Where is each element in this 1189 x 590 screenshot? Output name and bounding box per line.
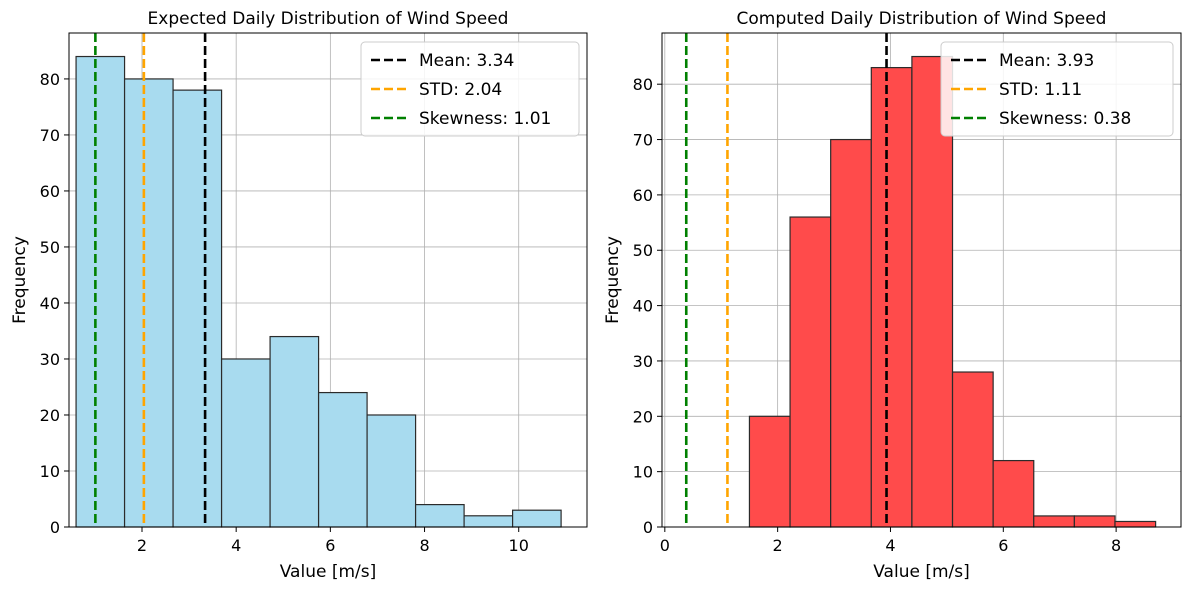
x-tick-label: 6 <box>325 536 335 555</box>
y-tick-label: 40 <box>40 294 60 313</box>
histogram-bar <box>317 391 368 528</box>
x-axis-label: Value [m/s] <box>280 562 377 582</box>
y-tick-label: 70 <box>633 131 653 150</box>
y-tick-label: 40 <box>633 297 653 316</box>
legend-label: STD: 1.11 <box>999 80 1082 100</box>
y-tick-label: 50 <box>40 238 60 257</box>
y-tick-label: 80 <box>633 75 653 94</box>
y-tick-label: 70 <box>40 126 60 145</box>
y-axis-label: Frequency <box>603 236 623 324</box>
x-tick-label: 4 <box>231 536 241 555</box>
y-tick-label: 30 <box>633 352 653 371</box>
y-axis-label: Frequency <box>10 236 30 324</box>
x-axis-label: Value [m/s] <box>873 562 970 582</box>
legend-box <box>940 41 1174 137</box>
y-tick-label: 10 <box>40 462 60 481</box>
histogram-bar <box>511 509 562 528</box>
legend-label: Mean: 3.93 <box>999 51 1094 71</box>
histogram-bar <box>789 216 832 528</box>
chart-title: Expected Daily Distribution of Wind Spee… <box>148 9 509 29</box>
chart-title: Computed Daily Distribution of Wind Spee… <box>737 9 1107 29</box>
x-tick-label: 10 <box>509 536 529 555</box>
histogram-bar <box>870 66 913 528</box>
x-tick-label: 6 <box>998 536 1008 555</box>
histogram-bar <box>220 358 271 528</box>
y-tick-label: 50 <box>633 241 653 260</box>
histogram-bar <box>414 503 465 528</box>
x-tick-label: 0 <box>660 536 670 555</box>
y-tick-label: 80 <box>40 70 60 89</box>
histogram-bar <box>123 78 174 528</box>
y-tick-label: 60 <box>633 186 653 205</box>
axes-frame <box>661 32 1182 528</box>
histogram-bar <box>951 371 994 528</box>
y-tick-label: 20 <box>40 406 60 425</box>
y-tick-label: 0 <box>50 518 60 537</box>
axes-frame <box>68 32 588 528</box>
histogram-bar <box>75 55 126 528</box>
y-tick-label: 60 <box>40 182 60 201</box>
x-tick-label: 4 <box>885 536 895 555</box>
histogram-bar <box>830 138 872 528</box>
histogram-bar <box>1033 515 1075 528</box>
x-tick-label: 2 <box>773 536 783 555</box>
x-tick-label: 8 <box>419 536 429 555</box>
legend: Mean: 3.34 STD: 2.04 Skewness: 1.01 <box>360 41 580 137</box>
y-tick-label: 20 <box>633 407 653 426</box>
legend-label: Mean: 3.34 <box>419 51 514 71</box>
histogram-bar <box>269 335 320 528</box>
y-tick-label: 30 <box>40 350 60 369</box>
histogram-bar <box>1114 520 1157 528</box>
legend: Mean: 3.93 STD: 1.11 Skewness: 0.38 <box>940 41 1174 137</box>
y-tick-label: 10 <box>633 463 653 482</box>
legend-label: Skewness: 0.38 <box>999 109 1131 129</box>
legend-box <box>360 41 580 137</box>
histogram-bar <box>1073 515 1116 528</box>
histogram-bars <box>75 55 562 528</box>
legend-label: STD: 2.04 <box>419 80 502 100</box>
x-tick-label: 2 <box>137 536 147 555</box>
histogram-bar <box>366 414 417 528</box>
y-tick-label: 0 <box>643 518 653 537</box>
x-tick-label: 8 <box>1111 536 1121 555</box>
chart-expected-distribution: 2 4 6 8 10 0 10 20 30 40 50 60 70 80 Expected Daily Di… <box>10 9 588 582</box>
histogram-bar <box>992 459 1035 528</box>
histogram-bar <box>172 89 223 528</box>
legend-label: Skewness: 1.01 <box>419 109 551 129</box>
histogram-bar <box>748 415 791 528</box>
histogram-bar <box>463 515 514 528</box>
